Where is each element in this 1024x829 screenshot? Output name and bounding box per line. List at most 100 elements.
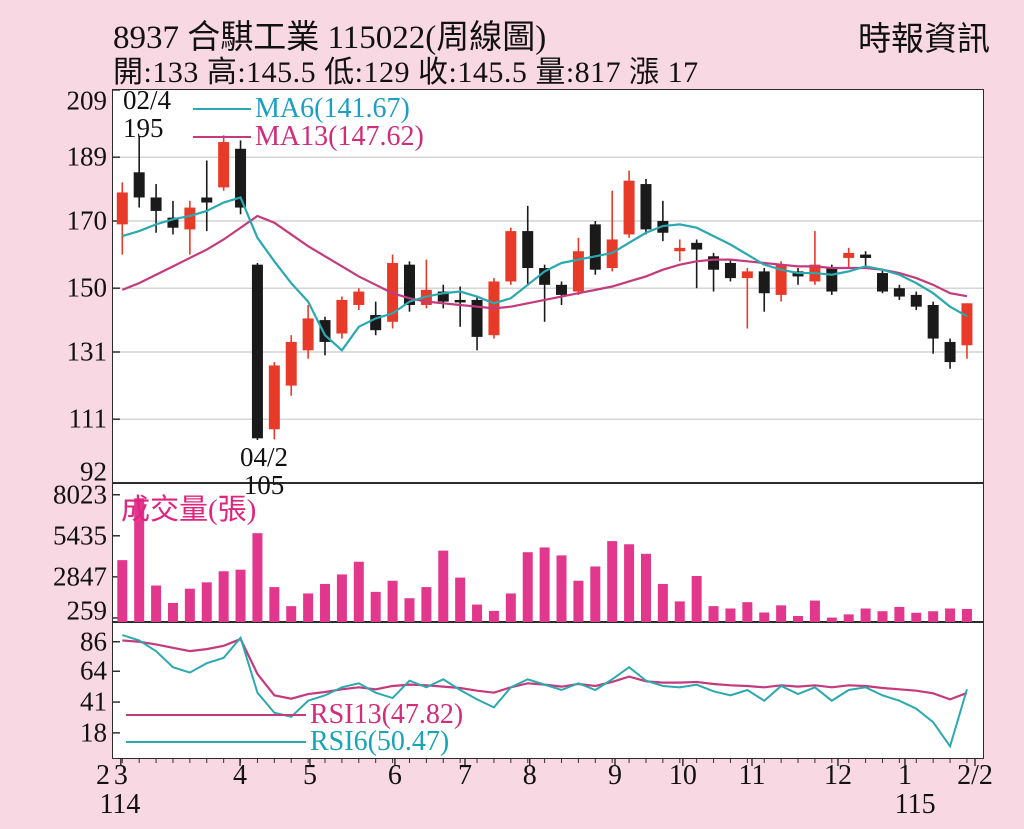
candle-down (944, 341, 956, 363)
y-axis-label: 170 (66, 205, 108, 236)
candle-down (860, 254, 872, 258)
candle-down (927, 304, 939, 339)
ma13-legend-row: MA13(147.62) (193, 121, 424, 152)
candle-up (623, 180, 635, 235)
rsi13-legend-label: RSI13(47.82) (310, 698, 464, 730)
volume-bar (742, 602, 753, 622)
rsi13-swatch (126, 713, 306, 716)
volume-bar (556, 555, 567, 622)
low-annotation: 04/2 105 (218, 443, 310, 499)
candle-down (826, 268, 838, 292)
candle-down (539, 268, 551, 285)
candle-down (758, 271, 770, 294)
y-axis-label: 41 (80, 686, 107, 717)
volume-bar (539, 547, 550, 622)
candle-down (235, 148, 247, 208)
candle-down (403, 264, 415, 305)
candle-up (741, 271, 753, 279)
y-axis-label: 64 (80, 655, 107, 686)
candle-up (268, 365, 280, 430)
candle-up (336, 299, 348, 334)
volume-bar (320, 583, 331, 622)
candle-down (370, 315, 382, 331)
y-axis-label: 209 (66, 85, 108, 116)
rsi-legend: RSI13(47.82) RSI6(50.47) (126, 698, 464, 757)
volume-bar (945, 608, 956, 622)
high-annotation-price: 195 (123, 113, 164, 143)
candle-up (302, 318, 314, 351)
x-axis-month-label: 1 (897, 760, 912, 791)
volume-bar (522, 552, 533, 622)
candle-down (556, 284, 568, 295)
candle-up (184, 207, 196, 230)
x-axis-ticks (120, 759, 976, 766)
quote-line: 開:133 高:145.5 低:129 收:145.5 量:817 漲 17 (113, 56, 699, 89)
volume-bar (353, 561, 364, 622)
ma-legend: MA6(141.67) MA13(147.62) (193, 93, 424, 152)
x-axis-month-label: 12 (823, 760, 852, 791)
volume-bar (472, 604, 483, 622)
candle-down (724, 262, 736, 279)
y-axis-label: 92 (80, 456, 107, 487)
volume-bar (421, 587, 432, 622)
candle-up (572, 251, 584, 292)
x-axis-month-label: 3 (113, 760, 128, 791)
volume-bar (708, 606, 719, 622)
volume-bar (269, 587, 280, 622)
ma6-legend-label: MA6(141.67) (255, 93, 410, 124)
x-axis-month-label: 2/2 (957, 760, 993, 791)
y-axis-label: 8023 (53, 479, 107, 510)
y-axis-label: 131 (66, 336, 108, 367)
ma6-legend-row: MA6(141.67) (193, 93, 424, 124)
volume-bar (776, 605, 787, 622)
volume-bar (809, 600, 820, 622)
volume-bar (455, 577, 466, 622)
candle-down (522, 231, 534, 269)
candle-up (353, 291, 365, 305)
ma13-swatch (193, 136, 251, 138)
volume-bar (607, 541, 618, 622)
high-annotation: 02/4 195 (123, 86, 171, 142)
candle-up (116, 192, 128, 225)
candle-down (471, 299, 483, 337)
rsi6-line (121, 634, 968, 749)
candle-down (640, 184, 652, 230)
volume-bar (793, 615, 804, 622)
low-annotation-date: 04/2 (239, 442, 288, 472)
ma13-legend-label: MA13(147.62) (255, 121, 424, 152)
volume-title: 成交量(張) (121, 494, 257, 526)
volume-bar (505, 593, 516, 622)
volume-bar (438, 550, 449, 622)
x-axis-month-label: 8 (522, 760, 537, 791)
y-axis-label: 111 (68, 403, 108, 434)
volume-bar (235, 569, 246, 622)
x-axis-month-label: 7 (458, 760, 472, 791)
candle-up (505, 231, 517, 282)
x-axis-month-label: 6 (387, 760, 402, 791)
page-title: 8937 合騏工業 115022(周線圖) (113, 20, 547, 56)
candle-down (691, 242, 703, 250)
x-axis-month-label: 11 (738, 760, 766, 791)
volume-bar (759, 612, 770, 622)
volume-bar (404, 598, 415, 622)
candle-down (319, 320, 331, 342)
volume-panel-canvas (113, 493, 972, 622)
ma6-swatch (193, 108, 251, 110)
volume-bar (134, 498, 145, 622)
volume-bar (117, 560, 128, 622)
y-axis-label: 18 (80, 717, 107, 748)
volume-bar (725, 608, 736, 622)
low-annotation-price: 105 (243, 470, 285, 500)
candle-down (201, 197, 213, 203)
y-axis-label: 150 (66, 272, 108, 303)
volume-bar (286, 606, 297, 622)
candle-up (961, 303, 973, 346)
candle-down (437, 291, 449, 302)
volume-bar (167, 602, 178, 622)
volume-bar (488, 610, 499, 622)
volume-bar (590, 566, 601, 622)
volume-bar (843, 614, 854, 622)
volume-bar (657, 583, 668, 622)
volume-bar (303, 593, 314, 622)
